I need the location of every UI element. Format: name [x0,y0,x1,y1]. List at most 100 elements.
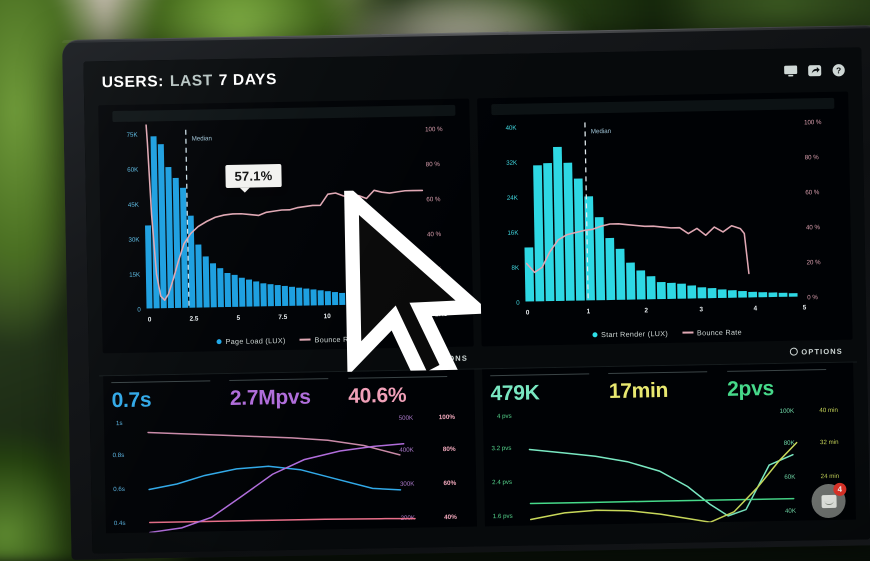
metric-value: 2.7Mpvs [229,385,311,410]
svg-text:24 min: 24 min [821,473,840,480]
svg-text:80%: 80% [443,446,456,453]
svg-text:40 %: 40 % [427,231,442,238]
svg-text:32K: 32K [506,160,518,167]
metric-rule [726,369,826,372]
svg-text:0: 0 [526,309,530,316]
metric-rule [347,376,447,379]
legend-dot-icon [592,331,598,337]
main-chart-panels: 75K 60K 45K 30K 15K 0 100 % 80 % [84,91,866,392]
svg-text:100%: 100% [439,414,456,421]
median-label-right: Median [591,128,612,136]
help-icon[interactable]: ? [831,63,846,77]
svg-text:40K: 40K [785,508,797,515]
metric-rule [490,373,590,377]
svg-text:0: 0 [137,307,141,314]
bounce-rate-tooltip: 57.1% [225,164,282,189]
svg-text:2.4 pvs: 2.4 pvs [492,479,512,486]
svg-text:1.6 pvs: 1.6 pvs [493,513,513,520]
chart-bottom-left-svg: 1s 0.8s 0.6s 0.4s 500K 400K 300K 200K [113,414,457,534]
metric-page-load[interactable]: 0.7s [111,380,230,413]
svg-text:80 %: 80 % [426,161,441,168]
share-icon[interactable] [807,63,822,77]
metric-pageviews-per-session[interactable]: 2pvs [726,369,846,402]
svg-text:45K: 45K [128,202,140,209]
metric-value: 479K [490,381,540,406]
metric-value: 0.7s [111,388,152,413]
svg-text:24K: 24K [507,195,519,202]
svg-text:16K: 16K [507,230,519,237]
laptop-device: USERS: LAST 7 DAYS ? [62,24,870,560]
svg-text:75K: 75K [127,132,139,139]
svg-text:40%: 40% [444,514,457,521]
bottom-panels: 0.7s 2.7Mpvs 40.6% [89,362,870,534]
legend-item-bounce-rate[interactable]: Bounce Rate [681,327,742,337]
svg-text:0: 0 [148,316,152,323]
metric-rule [229,378,329,381]
metric-bounce-rate[interactable]: 40.6% [347,376,467,409]
legend-label: Start Render (LUX) [601,328,669,339]
svg-text:10: 10 [324,313,332,320]
svg-text:1s: 1s [116,420,123,427]
chart-bottom-right-trends[interactable]: 4 pvs 3.2 pvs 2.4 pvs 1.6 pvs 100K 80K 6… [483,402,856,527]
legend-item-start-render[interactable]: Start Render (LUX) [592,328,669,339]
svg-text:60 %: 60 % [805,189,820,196]
page-title-part2: LAST [169,72,213,91]
metric-rule [111,380,211,384]
laptop-screen: USERS: LAST 7 DAYS ? [83,47,870,554]
chart-start-render-distribution[interactable]: 40K 32K 24K 16K 8K 0 100 % 80 % 60 % [484,112,847,327]
svg-text:100 %: 100 % [425,126,443,133]
svg-text:40 %: 40 % [806,224,821,231]
legend-dot-icon [216,338,222,344]
legend-label: Bounce Rate [696,327,742,337]
svg-text:500K: 500K [399,415,414,422]
svg-text:60K: 60K [784,474,796,481]
chart-bottom-left-trends[interactable]: 1s 0.8s 0.6s 0.4s 500K 400K 300K 200K [104,408,477,534]
svg-text:60%: 60% [443,480,456,487]
svg-text:4 pvs: 4 pvs [497,413,512,420]
svg-text:0: 0 [516,300,520,307]
svg-text:400K: 400K [399,447,414,454]
svg-text:40K: 40K [505,125,517,132]
svg-text:20 %: 20 % [807,259,822,266]
svg-text:0.8s: 0.8s [113,452,125,459]
svg-text:2: 2 [644,307,648,314]
median-label-left: Median [192,135,213,143]
chart-start-render-svg: 40K 32K 24K 16K 8K 0 100 % 80 % 60 % [505,119,822,317]
bottom-panel-left: 0.7s 2.7Mpvs 40.6% [103,369,477,534]
monitor-icon[interactable] [783,64,798,78]
svg-text:30K: 30K [128,237,140,244]
svg-text:100 %: 100 % [804,119,822,126]
svg-text:80K: 80K [784,440,796,447]
svg-text:7.5: 7.5 [278,314,287,321]
svg-text:40 min: 40 min [819,407,838,414]
page-title: USERS: LAST 7 DAYS [102,71,278,92]
chart-page-load-distribution[interactable]: 75K 60K 45K 30K 15K 0 100 % 80 % [105,119,492,392]
svg-text:4: 4 [753,305,757,312]
panel-page-load: 75K 60K 45K 30K 15K 0 100 % 80 % [98,98,492,392]
metric-sessions[interactable]: 479K [490,373,609,406]
options-label: OPTIONS [801,346,843,357]
metric-row-left: 0.7s 2.7Mpvs 40.6% [103,376,475,414]
svg-text:?: ? [836,65,841,75]
metric-value: 17min [608,378,669,404]
chat-bubble-icon [820,494,837,508]
metric-rule [608,371,708,375]
svg-text:0.4s: 0.4s [114,520,126,527]
svg-text:1: 1 [587,308,591,315]
svg-text:300K: 300K [400,481,415,488]
page-title-part1: USERS: [101,73,165,92]
svg-text:80 %: 80 % [805,154,820,161]
bottom-panel-right: 479K 17min 2pvs [482,362,856,527]
metric-pageviews[interactable]: 2.7Mpvs [229,378,349,411]
metric-value: 40.6% [348,383,407,408]
svg-text:0 %: 0 % [807,294,818,301]
svg-text:0.6s: 0.6s [113,486,125,493]
svg-text:3: 3 [699,306,703,313]
page-title-part3: 7 DAYS [218,71,278,90]
svg-text:3.2 pvs: 3.2 pvs [491,445,511,452]
dashboard-topbar: USERS: LAST 7 DAYS ? [83,47,862,105]
panel-start-render: 40K 32K 24K 16K 8K 0 100 % 80 % 60 % [477,91,853,347]
gear-icon [789,347,798,356]
metric-session-duration[interactable]: 17min [608,371,728,404]
svg-text:60 %: 60 % [426,196,441,203]
